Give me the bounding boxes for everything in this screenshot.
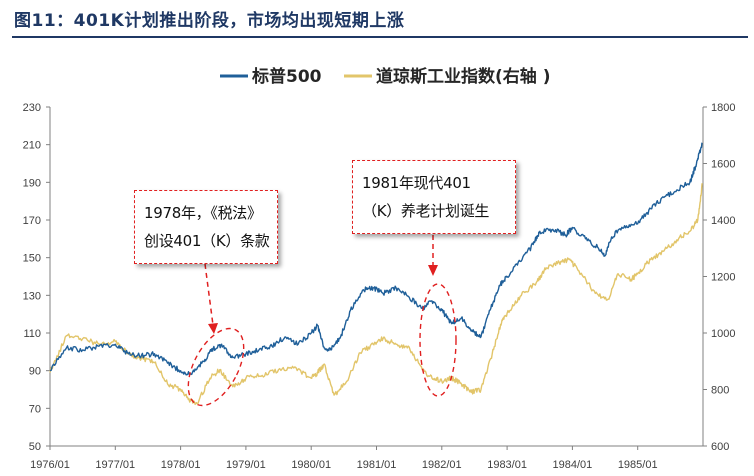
annotation-1981-line-2: （K）养老计划诞生	[362, 202, 490, 220]
y-left-tick-label: 230	[23, 102, 41, 114]
x-tick-label: 1977/01	[95, 459, 135, 471]
y-left-tick-label: 170	[23, 215, 41, 227]
x-tick-label: 1980/01	[291, 459, 331, 471]
annotation-arrow-1978	[204, 263, 214, 326]
y-left-tick-label: 110	[23, 328, 41, 340]
arrow-head-1981	[428, 265, 438, 276]
x-tick-label: 1978/01	[161, 459, 201, 471]
y-right-tick-label: 1600	[711, 159, 735, 171]
figure-title: 图11：401K计划推出阶段，市场均出现短期上涨	[14, 11, 405, 31]
axes-layer: 50 70 90 110 130 150 170 190 210 230 600 800 1000 120…	[23, 102, 736, 471]
annotation-box-1981: 1981年现代401 （K）养老计划诞生	[352, 160, 516, 234]
annotation-1981-line-1: 1981年现代401	[362, 174, 471, 192]
x-tick-label: 1985/01	[618, 459, 658, 471]
series-layer	[49, 142, 703, 406]
y-right-tick-label: 1000	[711, 328, 735, 340]
x-tick-label: 1982/01	[422, 459, 462, 471]
legend-label-dow-jones: 道琼斯工业指数(右轴 )	[376, 66, 550, 87]
y-left-tick-label: 130	[23, 290, 41, 302]
y-left-tick-label: 50	[29, 441, 41, 453]
y-right-tick-label: 800	[711, 385, 729, 397]
annotation-1978-line-2: 创设401（K）条款	[144, 232, 270, 250]
x-tick-label: 1981/01	[357, 459, 397, 471]
annotation-box-1978: 1978年，《税法》 创设401（K）条款	[134, 190, 278, 264]
highlight-ellipse-1981	[419, 283, 457, 397]
legend-label-sp500: 标普500	[252, 66, 322, 87]
x-tick-label: 1976/01	[30, 459, 70, 471]
annotation-markers	[187, 235, 457, 407]
arrow-head-1978	[208, 323, 218, 334]
y-right-tick-label: 600	[711, 441, 729, 453]
x-tick-label: 1979/01	[226, 459, 266, 471]
x-tick-label: 1983/01	[487, 459, 527, 471]
series-line-sp500	[49, 142, 703, 376]
y-left-tick-label: 150	[23, 253, 41, 265]
annotation-1978-line-1: 1978年，《税法》	[144, 204, 262, 222]
y-right-tick-label: 1200	[711, 272, 735, 284]
y-left-tick-label: 70	[29, 403, 41, 415]
y-left-tick-label: 190	[23, 177, 41, 189]
x-tick-label: 1984/01	[553, 459, 593, 471]
title-rule	[12, 36, 748, 38]
highlight-ellipse-1978	[187, 327, 245, 407]
series-line-dow-jones	[49, 183, 703, 406]
y-right-tick-label: 1400	[711, 215, 735, 227]
legend: 标普500 道琼斯工业指数(右轴 )	[220, 66, 550, 87]
y-left-tick-label: 90	[29, 366, 41, 378]
y-right-tick-label: 1800	[711, 102, 735, 114]
y-left-tick-label: 210	[23, 140, 41, 152]
